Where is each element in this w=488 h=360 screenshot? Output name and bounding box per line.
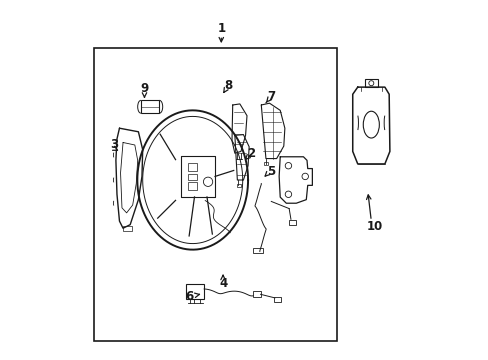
Text: 8: 8: [224, 79, 232, 92]
Bar: [94, 48, 337, 341]
Text: 9: 9: [140, 82, 148, 95]
Text: 6: 6: [184, 289, 193, 303]
Bar: [181, 156, 215, 197]
Bar: [252, 248, 262, 253]
Bar: [188, 174, 197, 180]
Text: 10: 10: [366, 220, 382, 233]
Text: 7: 7: [266, 90, 275, 103]
Bar: [186, 284, 203, 298]
Text: 2: 2: [247, 147, 255, 160]
Bar: [188, 182, 197, 190]
Bar: [188, 163, 197, 171]
Bar: [123, 226, 132, 231]
Text: 4: 4: [219, 277, 227, 290]
Bar: [274, 297, 280, 302]
Text: 1: 1: [217, 22, 225, 35]
Bar: [288, 220, 295, 225]
Bar: [237, 184, 241, 187]
Bar: [252, 292, 260, 297]
Text: 3: 3: [110, 138, 118, 151]
Bar: [264, 162, 268, 165]
Bar: [141, 100, 159, 113]
Bar: [364, 79, 377, 87]
Text: 5: 5: [266, 165, 275, 177]
